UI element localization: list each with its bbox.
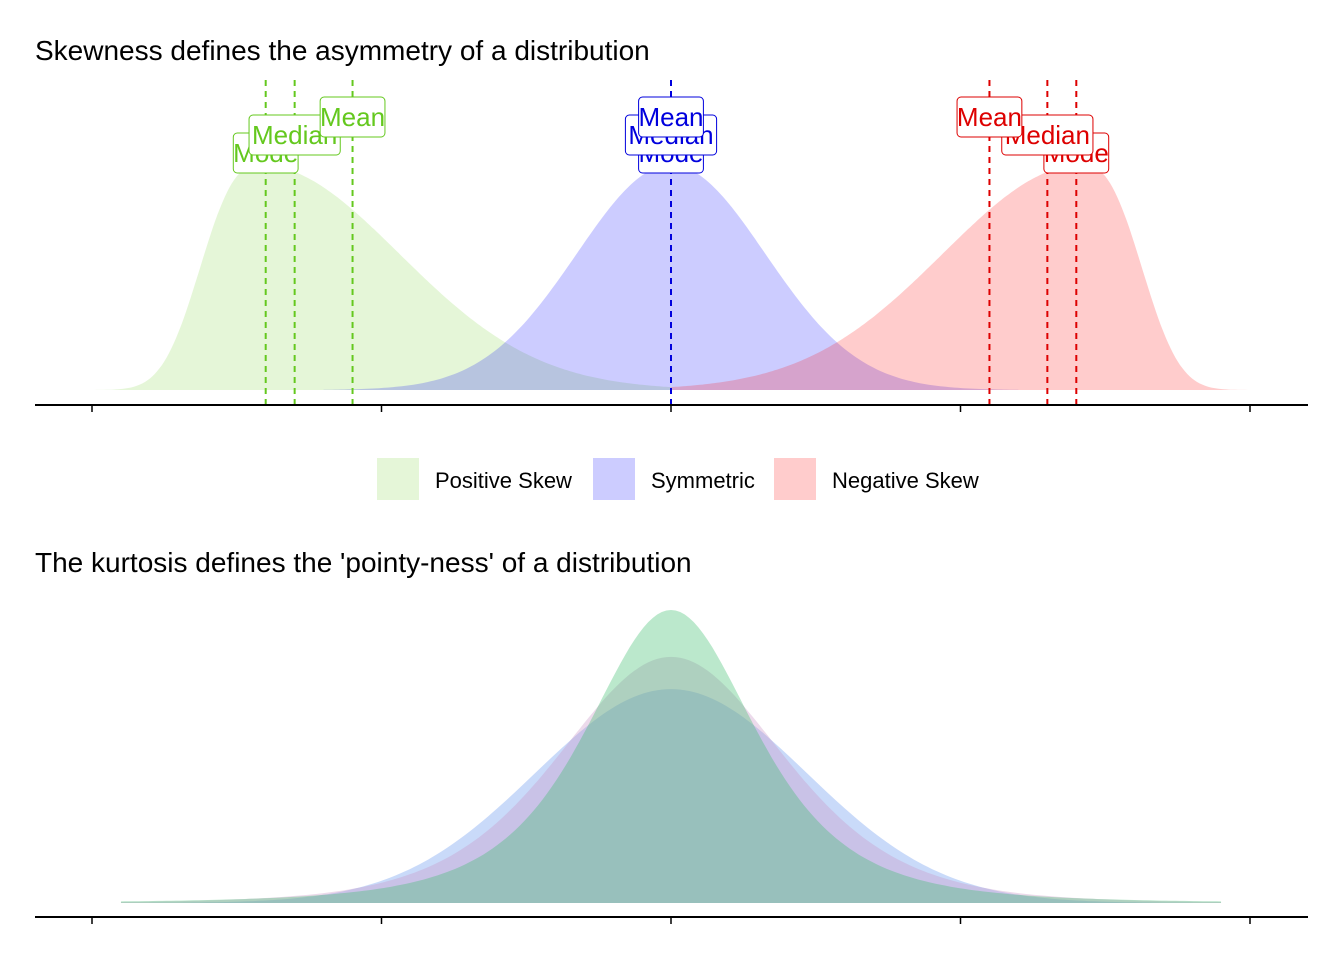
legend-swatch [774, 458, 816, 500]
label-box [638, 96, 704, 138]
negative-skew-mean-label: Mean [956, 96, 1023, 138]
label-box [956, 96, 1023, 138]
legend: Positive Skew Symmetric Negative Skew [377, 458, 979, 500]
label-box [319, 96, 386, 138]
density-negative-skew [671, 165, 1250, 390]
legend-swatch [593, 458, 635, 500]
skewness-chart: ModeMedianMeanModeMedianMeanModeMedianMe… [35, 80, 1308, 412]
positive-skew-mean-label: Mean [319, 96, 386, 138]
legend-label: Symmetric [651, 468, 755, 493]
legend-item-positive-skew: Positive Skew [377, 458, 572, 500]
mean-label-text: Mean [320, 102, 385, 132]
symmetric-mean-label: Mean [638, 96, 704, 138]
negative-skew-median-label: Median [1001, 114, 1094, 156]
legend-item-negative-skew: Negative Skew [774, 458, 979, 500]
kurtosis-density-2 [120, 656, 1222, 903]
kurtosis-title: The kurtosis defines the 'pointy-ness' o… [35, 547, 692, 578]
kurtosis-chart [35, 610, 1308, 924]
legend-item-symmetric: Symmetric [593, 458, 755, 500]
density-symmetric [323, 165, 1019, 390]
kurtosis-density-1 [120, 689, 1222, 903]
mean-label-text: Mean [957, 102, 1022, 132]
legend-swatch [377, 458, 419, 500]
legend-label: Negative Skew [832, 468, 979, 493]
skewness-title: Skewness defines the asymmetry of a dist… [35, 35, 650, 66]
kurtosis-density-3 [120, 610, 1222, 903]
legend-label: Positive Skew [435, 468, 572, 493]
mean-label-text: Mean [638, 102, 703, 132]
density-positive-skew [92, 165, 671, 390]
